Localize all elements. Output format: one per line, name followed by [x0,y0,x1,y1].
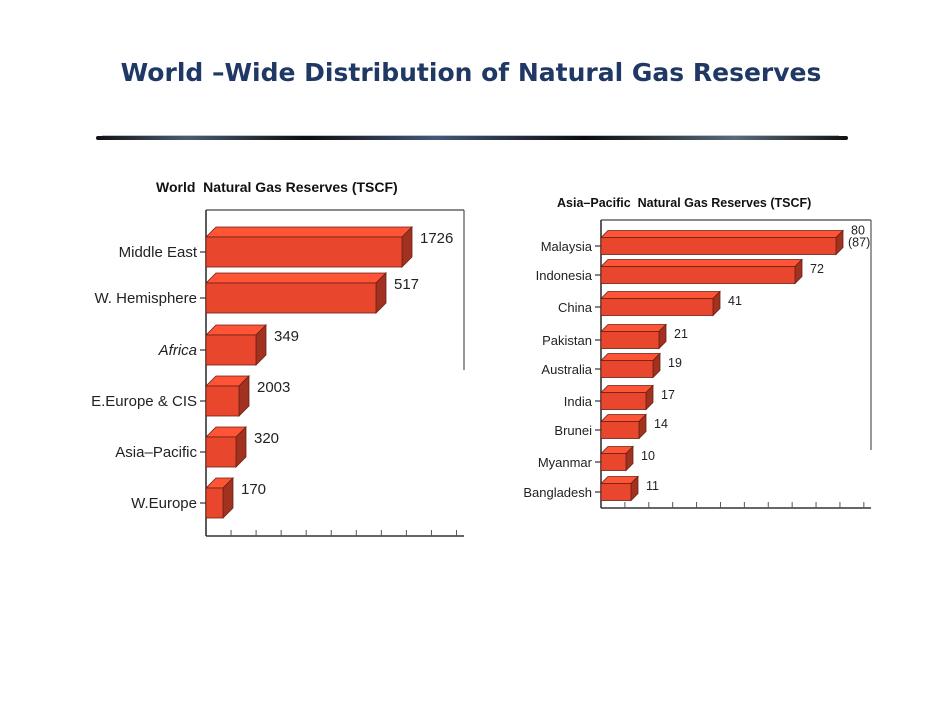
slide-title: World –Wide Distribution of Natural Gas … [120,58,822,87]
asia-bar [600,331,660,349]
world-value-label: 349 [274,328,299,345]
asia-category-label: Bangladesh [523,485,592,500]
asia-bar-top-face [600,230,844,238]
world-category-label: W. Hemisphere [94,290,197,307]
world-reserves-chart: World Natural Gas Reserves (TSCF) Middle… [91,179,465,537]
asia-value-label: 10 [641,449,655,463]
asia-bar-top-face [600,414,647,422]
world-value-label: 170 [241,481,266,498]
asia-value-label: 41 [728,294,742,308]
asia-value-sublabel: (87) [848,236,870,250]
world-category-label: Middle East [119,244,198,261]
world-bar-top-face [205,226,413,238]
asia-category-label: Myanmar [538,455,593,470]
asia-category-label: China [558,300,593,315]
asia-category-label: Brunei [554,423,592,438]
asia-bar-top-face [600,385,654,393]
title-divider [96,135,848,141]
asia-value-label: 72 [810,262,824,276]
asia-pacific-reserves-chart: Asia–Pacific Natural Gas Reserves (TSCF)… [523,196,872,509]
asia-value-label: 19 [668,356,682,370]
asia-chart-title: Asia–Pacific Natural Gas Reserves (TSCF) [557,196,811,210]
asia-category-label: Malaysia [541,239,593,254]
asia-bar [600,237,837,255]
asia-category-label: Pakistan [542,333,592,348]
world-category-label: E.Europe & CIS [91,393,197,410]
world-bar [205,385,240,417]
asia-category-label: Indonesia [536,268,593,283]
world-category-label: Asia–Pacific [115,444,197,461]
asia-value-label: 11 [646,479,659,493]
asia-bar-top-face [600,259,803,267]
world-bar [205,282,377,314]
asia-bar [600,392,647,410]
asia-bar [600,453,627,471]
asia-bar-top-face [600,291,721,299]
world-bar [205,236,403,268]
world-bar [205,436,237,468]
world-value-label: 320 [254,430,279,447]
world-chart-title: World Natural Gas Reserves (TSCF) [156,179,398,195]
asia-bar [600,421,640,439]
asia-bar [600,360,654,378]
world-value-label: 517 [394,276,419,293]
world-bar-top-face [205,272,387,284]
world-bar [205,487,224,519]
world-bar [205,334,257,366]
asia-value-label: 14 [654,417,668,431]
world-value-label: 2003 [257,379,290,396]
world-category-label: W.Europe [131,495,197,512]
asia-bar [600,483,632,501]
asia-category-label: India [564,394,593,409]
world-value-label: 1726 [420,230,453,247]
asia-value-label: 21 [674,327,688,341]
asia-bar-top-face [600,324,667,332]
asia-bar [600,266,796,284]
asia-bar [600,298,714,316]
world-category-label: Africa [158,342,197,359]
asia-value-label: 17 [661,388,675,402]
asia-category-label: Australia [541,362,592,377]
asia-value-label: 80 [851,224,865,238]
asia-bar-top-face [600,353,661,361]
